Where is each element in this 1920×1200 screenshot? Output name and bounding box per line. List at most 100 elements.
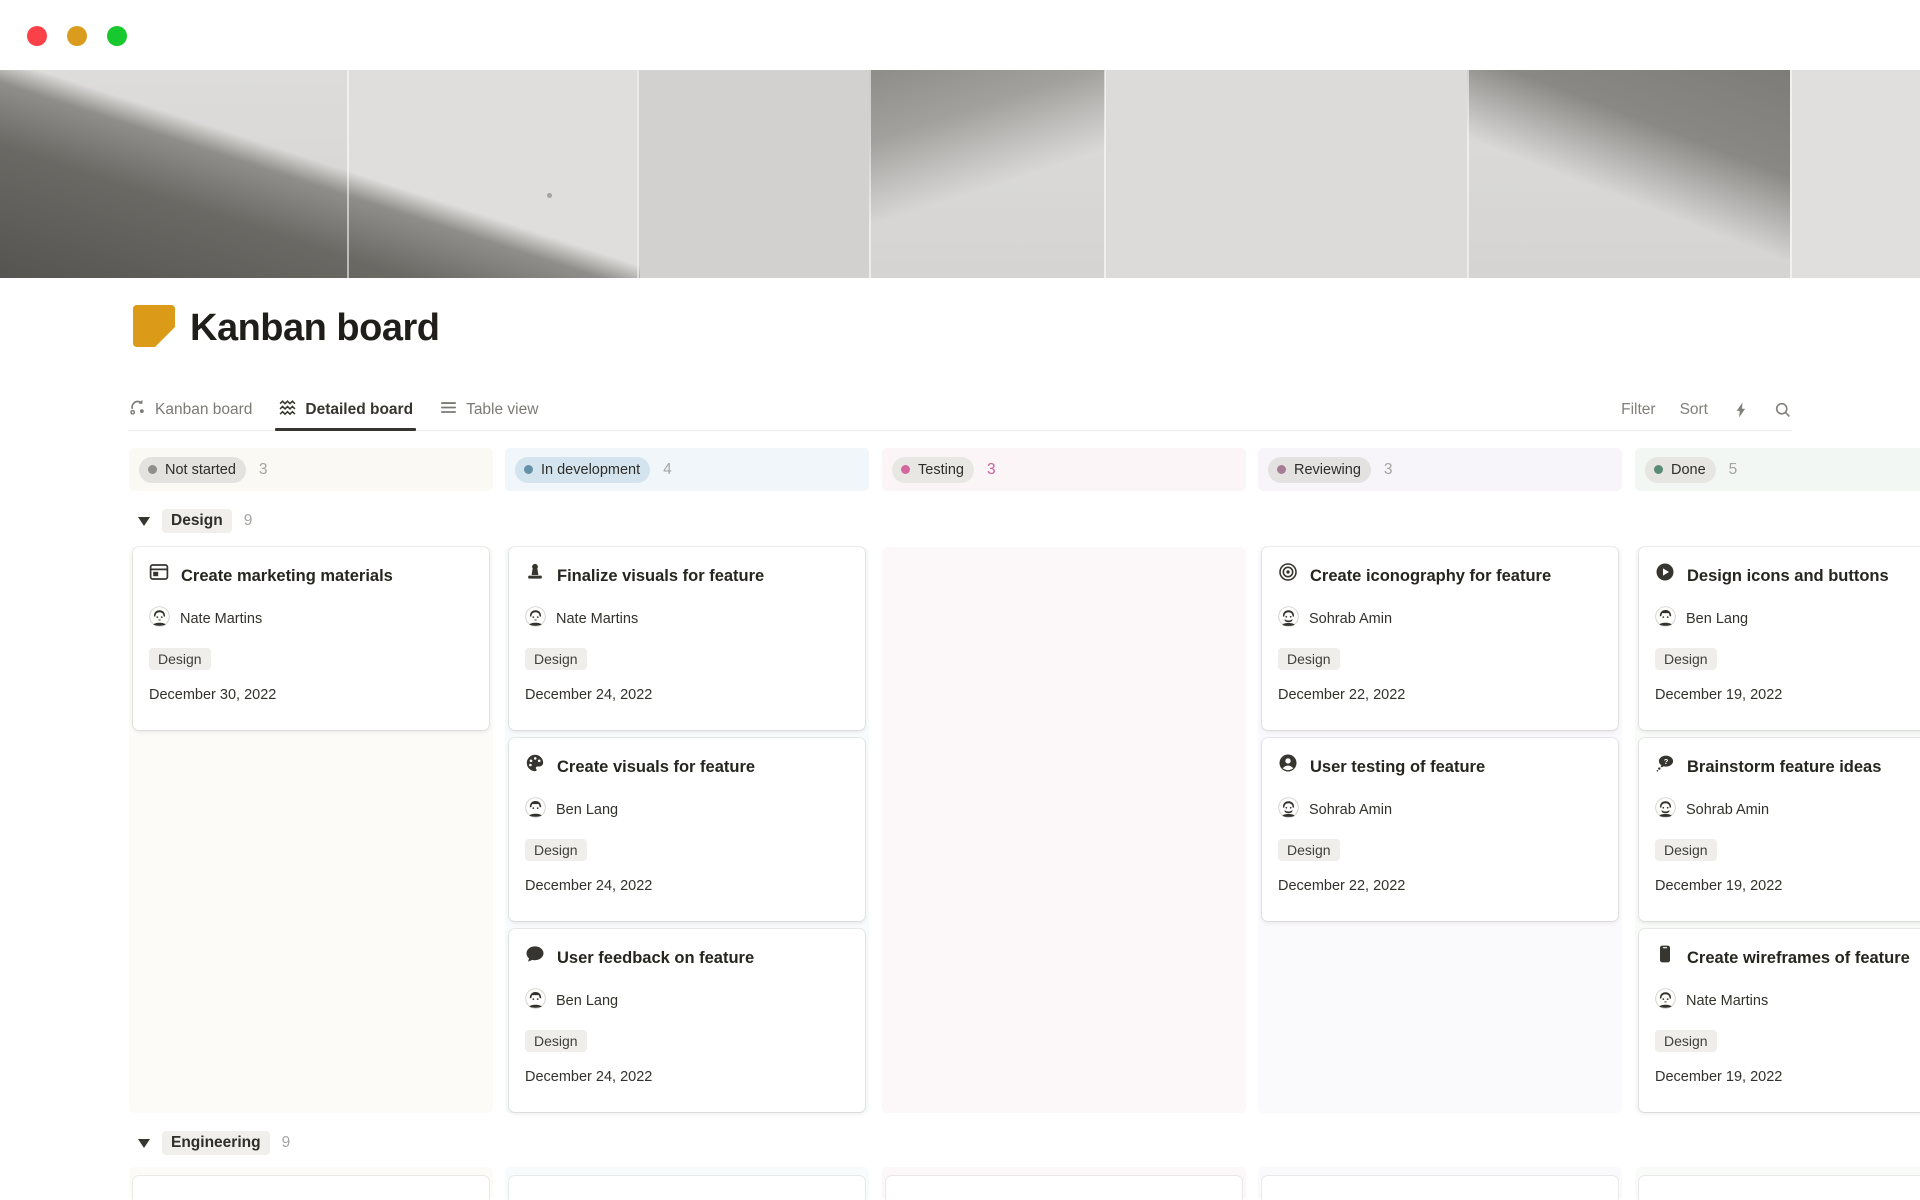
tag-design: Design <box>149 648 211 670</box>
card[interactable]: Create visuals for feature Ben Lang Design… <box>509 738 865 921</box>
minimize-button[interactable] <box>67 26 87 46</box>
avatar <box>525 797 546 822</box>
tab-detailed-board[interactable]: Detailed board <box>275 390 416 431</box>
tab-label: Kanban board <box>155 401 253 418</box>
sort-button[interactable]: Sort <box>1679 401 1708 418</box>
cover-seam <box>347 70 349 278</box>
due-date: December 22, 2022 <box>1278 878 1406 894</box>
status-pill-testing: Testing <box>892 456 974 483</box>
window-titlebar <box>0 0 1920 70</box>
phone-icon <box>1655 944 1675 971</box>
card[interactable]: ? Brainstorm feature ideas Sohrab Amin Desi… <box>1639 738 1920 921</box>
assignee-row: Sohrab Amin <box>1655 797 1920 822</box>
group-label[interactable]: Design <box>162 509 232 533</box>
column-header-reviewing[interactable]: Reviewing 3 <box>1258 448 1622 491</box>
status-dot-icon <box>901 465 910 474</box>
tag-design: Design <box>525 1030 587 1052</box>
thought-bubble-icon: ? <box>1655 753 1675 780</box>
group-count: 9 <box>281 1134 291 1151</box>
collapse-toggle-icon[interactable] <box>138 516 150 526</box>
card[interactable]: User feedback on feature Ben Lang Design De… <box>509 929 865 1112</box>
zoom-button[interactable] <box>107 26 127 46</box>
assignee-row: Sohrab Amin <box>1278 797 1602 822</box>
search-icon[interactable] <box>1774 401 1792 419</box>
filter-button[interactable]: Filter <box>1621 401 1656 418</box>
column-cards-area-not-started <box>129 1167 493 1200</box>
avatar <box>1655 797 1676 822</box>
card[interactable]: Finalize visuals for feature Nate Martins… <box>509 547 865 730</box>
card[interactable]: Create marketing materials Nate Martins De… <box>133 547 489 730</box>
column-header-not-started[interactable]: Not started 3 <box>129 448 493 491</box>
tag-design: Design <box>1655 839 1717 861</box>
card[interactable] <box>509 1176 865 1200</box>
group-count: 9 <box>243 512 253 529</box>
due-date: December 24, 2022 <box>525 1069 653 1085</box>
tag-design: Design <box>1655 1030 1717 1052</box>
assignee-name: Nate Martins <box>556 610 639 627</box>
tab-table-view[interactable]: Table view <box>439 390 538 430</box>
status-pill-reviewing: Reviewing <box>1268 456 1371 483</box>
column-count: 3 <box>986 460 996 478</box>
cover-image[interactable] <box>0 70 1920 278</box>
cover-seam <box>637 70 639 278</box>
avatar <box>1278 606 1299 631</box>
avatar <box>525 606 546 631</box>
tab-kanban-board[interactable]: Kanban board <box>128 390 252 430</box>
cover-panel <box>637 70 869 278</box>
card[interactable]: Design icons and buttons Ben Lang Design De… <box>1639 547 1920 730</box>
status-label: Not started <box>165 461 236 478</box>
card-title: Brainstorm feature ideas <box>1687 757 1882 776</box>
page-title[interactable]: Kanban board <box>190 307 440 349</box>
card-title: Create visuals for feature <box>557 757 756 776</box>
due-date: December 24, 2022 <box>525 878 653 894</box>
card[interactable]: User testing of feature Sohrab Amin Design… <box>1262 738 1618 921</box>
table-list-icon <box>439 398 458 422</box>
cover-panel <box>1790 70 1920 278</box>
assignee-name: Ben Lang <box>1686 610 1749 627</box>
card-title-row: Finalize visuals for feature <box>525 562 849 589</box>
cover-panel <box>1104 70 1467 278</box>
collapse-toggle-icon[interactable] <box>138 1138 150 1148</box>
palette-icon <box>525 753 545 780</box>
group-header-engineering: Engineering 9 <box>138 1128 290 1158</box>
wave-board-icon <box>278 398 297 422</box>
card-title: Create iconography for feature <box>1310 566 1552 585</box>
column-header-testing[interactable]: Testing 3 <box>882 448 1246 491</box>
tag-design: Design <box>1655 648 1717 670</box>
card-title-row: Create visuals for feature <box>525 753 849 780</box>
window-icon <box>149 562 169 589</box>
play-circle-icon <box>1655 562 1675 589</box>
tab-label: Detailed board <box>305 401 414 418</box>
column-header-done[interactable]: Done 5 <box>1635 448 1920 491</box>
column-cards-area-in-development: Finalize visuals for feature Nate Martins… <box>505 547 869 1113</box>
status-label: Reviewing <box>1294 461 1361 478</box>
status-pill-done: Done <box>1645 456 1716 483</box>
card[interactable] <box>886 1176 1242 1200</box>
assignee-name: Nate Martins <box>1686 992 1769 1009</box>
card[interactable] <box>1262 1176 1618 1200</box>
card-title: Create marketing materials <box>181 566 393 585</box>
assignee-name: Ben Lang <box>556 801 619 818</box>
card[interactable]: Create iconography for feature Sohrab Ami… <box>1262 547 1618 730</box>
cover-shadow-wedge <box>0 70 640 278</box>
note-page-icon[interactable] <box>133 305 175 352</box>
card[interactable]: Create wireframes of feature Nate Martins… <box>1639 929 1920 1112</box>
avatar <box>1655 988 1676 1013</box>
card-title: Create wireframes of feature <box>1687 948 1910 967</box>
card-title: Finalize visuals for feature <box>557 566 765 585</box>
lightning-icon[interactable] <box>1732 401 1750 419</box>
card[interactable] <box>1639 1176 1920 1200</box>
board-toolbar: Filter Sort <box>1621 401 1792 419</box>
card[interactable] <box>133 1176 489 1200</box>
column-header-in-development[interactable]: In development 4 <box>505 448 869 491</box>
close-button[interactable] <box>27 26 47 46</box>
due-date: December 24, 2022 <box>525 687 653 703</box>
assignee-row: Ben Lang <box>1655 606 1920 631</box>
column-count: 4 <box>663 460 672 478</box>
view-tabs: Kanban board Detailed board Table view <box>128 390 538 431</box>
assignee-name: Ben Lang <box>556 992 619 1009</box>
due-date: December 19, 2022 <box>1655 878 1783 894</box>
view-tab-bar: Kanban board Detailed board Table view Fil… <box>128 390 1792 431</box>
column-cards-area-done: Design icons and buttons Ben Lang Design De… <box>1635 547 1920 1113</box>
group-label[interactable]: Engineering <box>162 1131 270 1155</box>
